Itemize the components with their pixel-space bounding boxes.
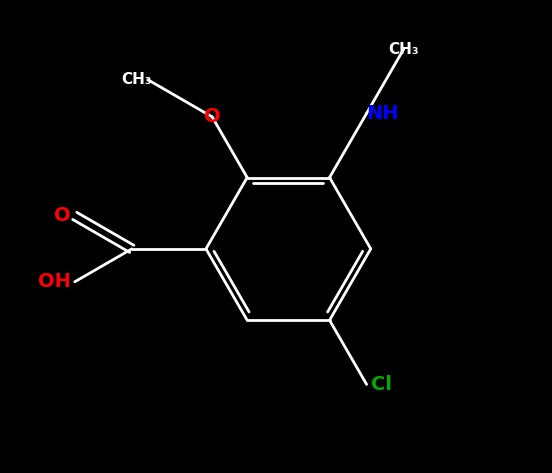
Text: CH₃: CH₃	[389, 42, 419, 57]
Text: O: O	[204, 107, 220, 126]
Text: NH: NH	[367, 104, 399, 123]
Text: OH: OH	[38, 272, 71, 291]
Text: Cl: Cl	[371, 375, 392, 394]
Text: O: O	[54, 206, 71, 226]
Text: CH₃: CH₃	[121, 72, 152, 88]
